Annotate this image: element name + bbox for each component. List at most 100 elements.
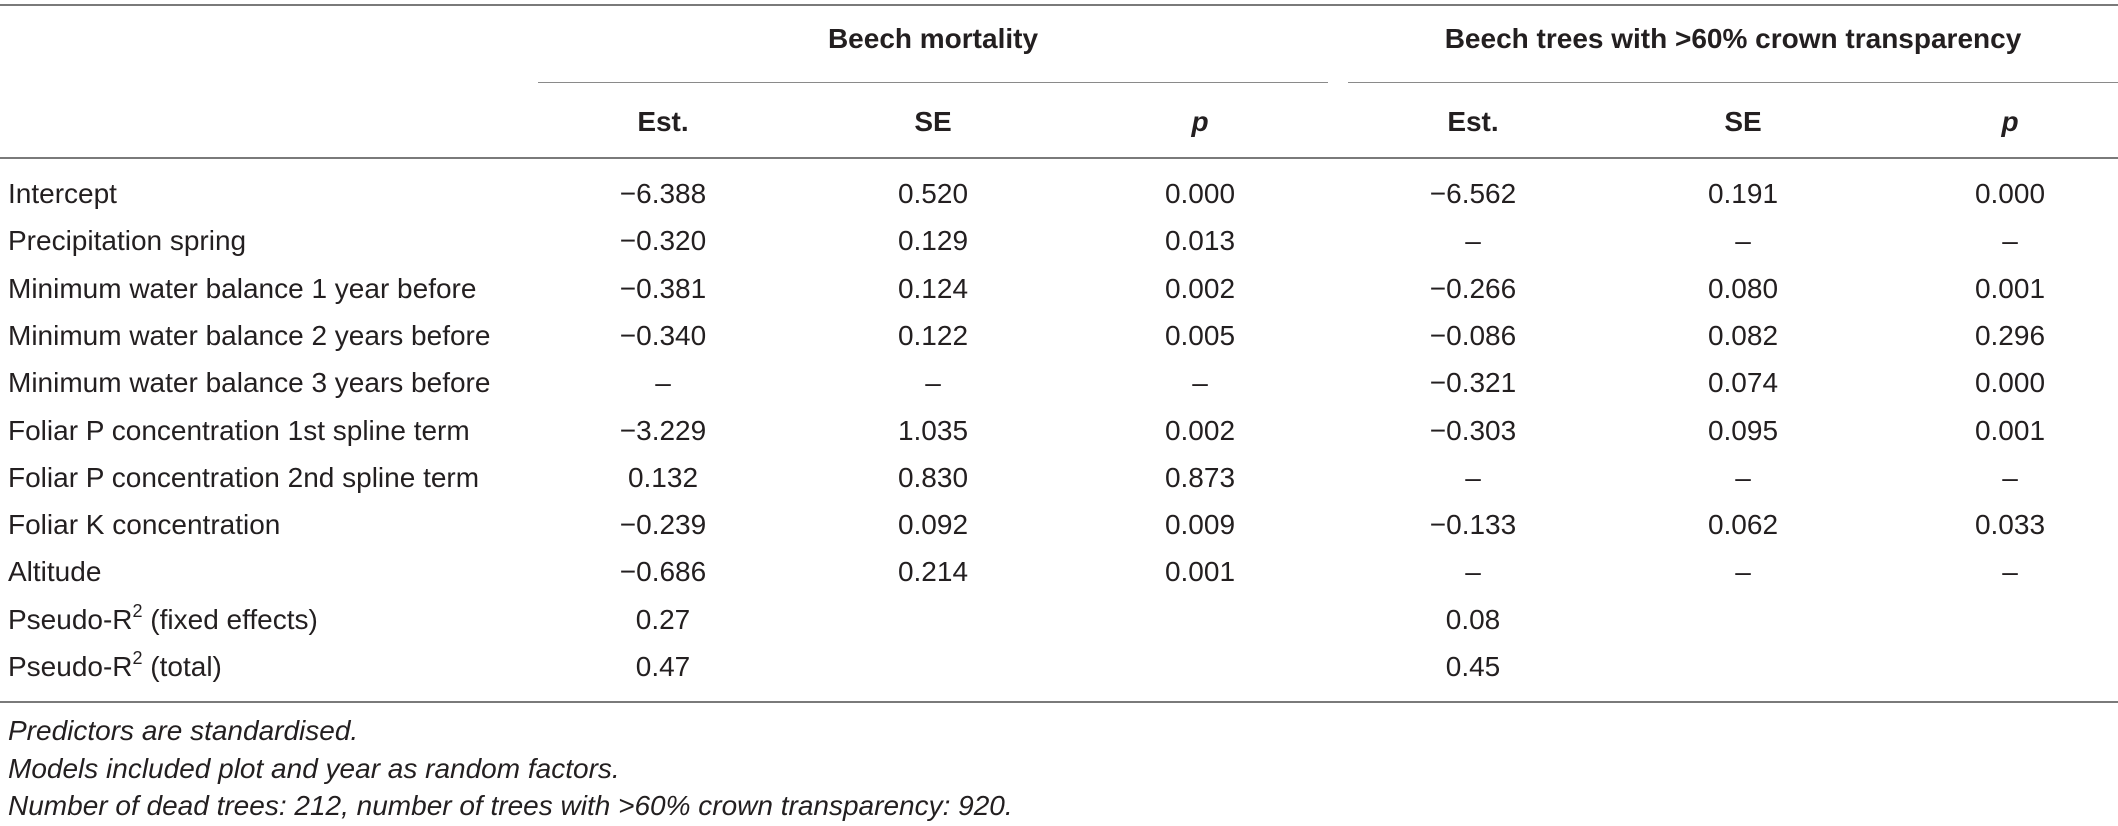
row-label-text: Minimum water balance 2 years before xyxy=(8,320,491,351)
row-label-text: Precipitation spring xyxy=(8,225,247,256)
cell-t-p: 0.001 xyxy=(1974,273,2046,304)
cell-m-p: 0.009 xyxy=(1164,509,1236,540)
cell-m-p: – xyxy=(1192,367,1208,398)
cell-m-est: −6.388 xyxy=(619,178,707,209)
cell-t-se: 0.074 xyxy=(1707,367,1779,398)
row-label-superscript: 2 xyxy=(132,647,143,668)
row-label-text: Foliar K concentration xyxy=(8,509,281,540)
cell-m-se: 1.035 xyxy=(897,415,969,446)
row-label: Pseudo-R2 (total) xyxy=(8,647,222,684)
cell-t-est: – xyxy=(1465,225,1481,256)
cell-t-est: 0.45 xyxy=(1445,651,1501,682)
row-label: Minimum water balance 2 years before xyxy=(8,319,490,353)
cell-m-est: 0.132 xyxy=(627,462,699,493)
group-header-transparency: Beech trees with >60% crown transparency xyxy=(1444,23,2022,54)
row-label: Altitude xyxy=(8,555,101,589)
cell-m-p: 0.005 xyxy=(1164,320,1236,351)
cell-m-se: – xyxy=(925,367,941,398)
cell-m-p: 0.873 xyxy=(1164,462,1236,493)
transparency-group-rule xyxy=(1348,82,2118,83)
cell-m-se: 0.214 xyxy=(897,556,969,587)
cell-m-est: 0.27 xyxy=(635,604,691,635)
cell-m-p: 0.001 xyxy=(1164,556,1236,587)
cell-m-est: −3.229 xyxy=(619,415,707,446)
cell-m-est: −0.340 xyxy=(619,320,707,351)
cell-t-p: 0.000 xyxy=(1974,367,2046,398)
cell-t-se: – xyxy=(1735,225,1751,256)
cell-m-p: 0.000 xyxy=(1164,178,1236,209)
cell-t-p: – xyxy=(2002,225,2018,256)
cell-m-est: – xyxy=(655,367,671,398)
cell-t-est: – xyxy=(1465,462,1481,493)
row-label: Minimum water balance 1 year before xyxy=(8,272,476,306)
bottom-rule xyxy=(0,701,2118,703)
cell-m-est: 0.47 xyxy=(635,651,691,682)
cell-t-se: 0.082 xyxy=(1707,320,1779,351)
row-label-text: Pseudo-R xyxy=(8,651,133,682)
cell-t-se: 0.191 xyxy=(1707,178,1779,209)
cell-m-se: 0.520 xyxy=(897,178,969,209)
row-label: Intercept xyxy=(8,177,117,211)
cell-t-se: 0.095 xyxy=(1707,415,1779,446)
cell-m-se: 0.129 xyxy=(897,225,969,256)
col-header-mortality-se: SE xyxy=(914,106,952,137)
note-tree-counts: Number of dead trees: 212, number of tre… xyxy=(8,790,1013,821)
row-label: Foliar P concentration 1st spline term xyxy=(8,414,470,448)
row-label-suffix: (fixed effects) xyxy=(142,604,318,635)
cell-m-se: 0.124 xyxy=(897,273,969,304)
note-standardised: Predictors are standardised. xyxy=(8,715,359,746)
cell-t-est: −0.086 xyxy=(1429,320,1517,351)
cell-m-p: 0.002 xyxy=(1164,415,1236,446)
top-rule xyxy=(0,4,2118,6)
cell-t-se: 0.080 xyxy=(1707,273,1779,304)
cell-m-p: 0.013 xyxy=(1164,225,1236,256)
row-label-text: Foliar P concentration 2nd spline term xyxy=(8,462,480,493)
cell-m-est: −0.239 xyxy=(619,509,707,540)
row-label-text: Minimum water balance 3 years before xyxy=(8,367,491,398)
cell-t-se: – xyxy=(1735,462,1751,493)
row-label: Foliar P concentration 2nd spline term xyxy=(8,461,479,495)
cell-m-est: −0.686 xyxy=(619,556,707,587)
cell-t-p: 0.296 xyxy=(1974,320,2046,351)
cell-t-est: 0.08 xyxy=(1445,604,1501,635)
cell-t-p: 0.001 xyxy=(1974,415,2046,446)
cell-t-p: – xyxy=(2002,556,2018,587)
row-label: Minimum water balance 3 years before xyxy=(8,366,490,400)
cell-m-se: 0.830 xyxy=(897,462,969,493)
cell-t-est: −0.133 xyxy=(1429,509,1517,540)
cell-m-est: −0.320 xyxy=(619,225,707,256)
row-label: Foliar K concentration xyxy=(8,508,280,542)
mortality-group-rule xyxy=(538,82,1328,83)
header-rule xyxy=(0,157,2118,159)
row-label: Precipitation spring xyxy=(8,224,246,258)
cell-t-p: – xyxy=(2002,462,2018,493)
row-label: Pseudo-R2 (fixed effects) xyxy=(8,600,318,637)
row-label-superscript: 2 xyxy=(132,600,143,621)
cell-t-p: 0.033 xyxy=(1974,509,2046,540)
cell-t-est: −0.303 xyxy=(1429,415,1517,446)
note-random-factors: Models included plot and year as random … xyxy=(8,753,620,784)
row-label-suffix: (total) xyxy=(142,651,222,682)
col-header-mortality-est: Est. xyxy=(637,106,689,137)
cell-t-est: −6.562 xyxy=(1429,178,1517,209)
cell-t-est: −0.321 xyxy=(1429,367,1517,398)
row-label-text: Pseudo-R xyxy=(8,604,133,635)
cell-m-p: 0.002 xyxy=(1164,273,1236,304)
cell-t-se: 0.062 xyxy=(1707,509,1779,540)
cell-m-est: −0.381 xyxy=(619,273,707,304)
row-label-text: Minimum water balance 1 year before xyxy=(8,273,477,304)
row-label-text: Intercept xyxy=(8,178,117,209)
cell-m-se: 0.092 xyxy=(897,509,969,540)
group-header-mortality: Beech mortality xyxy=(827,23,1039,54)
row-label-text: Foliar P concentration 1st spline term xyxy=(8,415,470,446)
col-header-mortality-p: p xyxy=(1191,106,1209,137)
cell-t-est: – xyxy=(1465,556,1481,587)
col-header-transparency-est: Est. xyxy=(1447,106,1499,137)
cell-m-se: 0.122 xyxy=(897,320,969,351)
row-label-text: Altitude xyxy=(8,556,102,587)
col-header-transparency-se: SE xyxy=(1724,106,1762,137)
cell-t-est: −0.266 xyxy=(1429,273,1517,304)
cell-t-se: – xyxy=(1735,556,1751,587)
cell-t-p: 0.000 xyxy=(1974,178,2046,209)
